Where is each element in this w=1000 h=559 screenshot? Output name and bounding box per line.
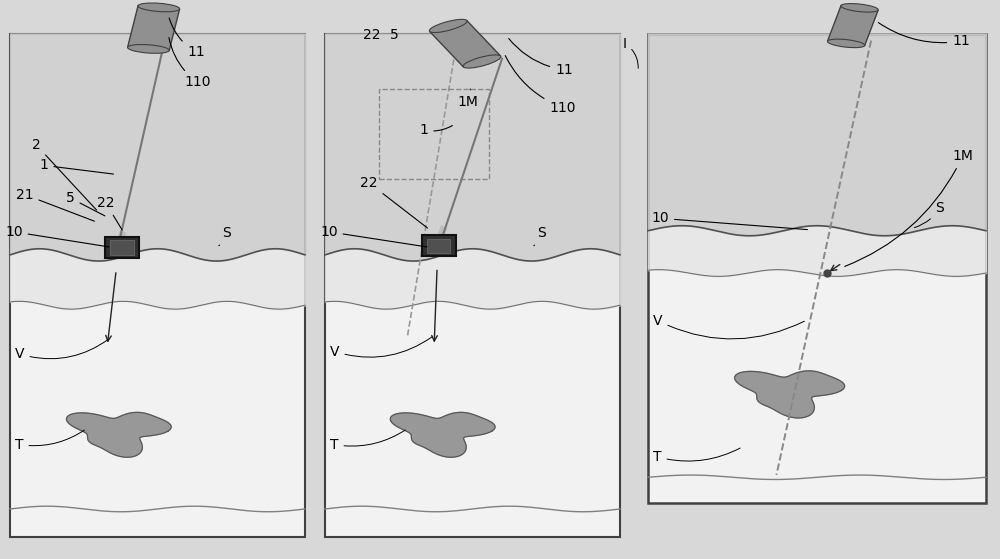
Text: 21: 21 [16,188,94,221]
Ellipse shape [827,39,865,48]
Ellipse shape [463,55,501,68]
Text: 22: 22 [97,196,122,230]
Text: 2: 2 [449,27,458,41]
Polygon shape [66,413,171,457]
Text: 11: 11 [509,39,573,77]
Polygon shape [390,413,495,457]
Text: S: S [219,226,231,246]
Ellipse shape [429,20,467,32]
Text: 22: 22 [360,176,428,228]
Bar [10,34,305,537]
Text: I: I [623,37,638,68]
Text: 1M: 1M [845,149,973,267]
Text: 10: 10 [320,225,427,247]
Text: T: T [330,430,405,452]
Polygon shape [110,240,134,255]
Text: 10: 10 [651,211,807,230]
Text: V: V [15,339,108,361]
Text: S: S [914,201,944,228]
Text: 1M: 1M [458,89,479,110]
Text: 11: 11 [169,18,205,59]
Text: V: V [330,337,432,358]
Polygon shape [827,6,878,46]
Text: 1: 1 [419,123,452,137]
Bar [325,34,620,537]
Polygon shape [735,371,845,418]
Text: 11: 11 [878,22,970,48]
Polygon shape [430,21,501,67]
Text: 110: 110 [169,37,211,89]
Text: 5: 5 [390,27,399,41]
Text: 1: 1 [40,158,113,174]
Ellipse shape [138,3,180,12]
Ellipse shape [128,45,169,53]
Text: V: V [653,314,804,339]
Polygon shape [128,6,180,50]
Ellipse shape [841,3,878,12]
Text: 10: 10 [5,225,109,247]
Text: 22: 22 [363,27,381,41]
Text: T: T [653,448,740,464]
Polygon shape [427,239,450,253]
Bar [648,34,986,503]
Text: T: T [15,430,84,452]
Text: 2: 2 [32,138,97,210]
Bar [379,89,489,179]
Text: 110: 110 [505,55,576,115]
Polygon shape [105,237,139,258]
Polygon shape [422,235,456,256]
Text: 5: 5 [66,191,105,216]
Text: S: S [534,226,546,246]
